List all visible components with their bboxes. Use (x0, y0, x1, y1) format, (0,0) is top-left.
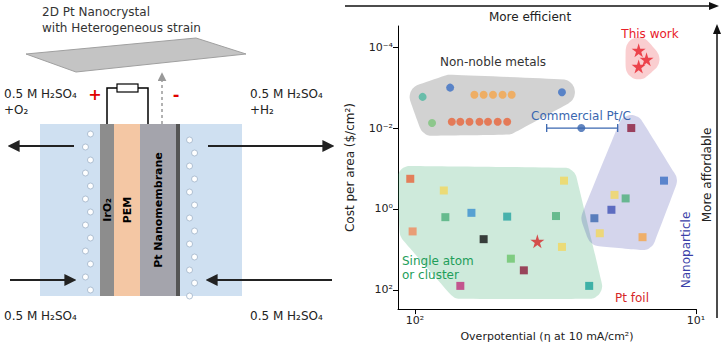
svg-text:PEM: PEM (121, 197, 134, 224)
svg-text:Pt Nanomembrane: Pt Nanomembrane (152, 152, 165, 268)
svg-text:0.5 M H₂SO₄: 0.5 M H₂SO₄ (250, 87, 323, 101)
svg-text:Single atom: Single atom (402, 254, 478, 268)
svg-text:Cost per area ($/cm²): Cost per area ($/cm²) (343, 103, 357, 232)
svg-text:Overpotential (η at 10 mA/cm²): Overpotential (η at 10 mA/cm²) (460, 330, 633, 343)
svg-text:0.5 M H₂SO₄: 0.5 M H₂SO₄ (4, 87, 77, 101)
svg-text:2D Pt Nanocrystal: 2D Pt Nanocrystal (42, 5, 150, 19)
svg-text:with Heterogeneous strain: with Heterogeneous strain (42, 21, 201, 35)
svg-text:10¹: 10¹ (687, 314, 705, 327)
svg-text:0.5 M H₂SO₄: 0.5 M H₂SO₄ (250, 309, 323, 323)
svg-text:More affordable: More affordable (700, 128, 714, 223)
svg-text:IrO₂: IrO₂ (101, 198, 114, 222)
svg-text:More efficient: More efficient (489, 10, 571, 24)
svg-text:10⁰: 10⁰ (375, 202, 394, 215)
svg-text:Pt foil: Pt foil (615, 291, 649, 305)
svg-text:+O₂: +O₂ (4, 103, 29, 117)
svg-text:10⁻²: 10⁻² (369, 122, 393, 135)
svg-text:10⁻⁴: 10⁻⁴ (369, 41, 394, 54)
svg-text:Nanoparticle: Nanoparticle (679, 212, 693, 289)
svg-text:0.5 M H₂SO₄: 0.5 M H₂SO₄ (4, 309, 77, 323)
svg-text:or cluster: or cluster (402, 268, 459, 282)
svg-text:+H₂: +H₂ (250, 103, 274, 117)
svg-text:This work: This work (620, 27, 678, 41)
svg-text:10²: 10² (375, 283, 393, 296)
svg-text:Commercial Pt/C: Commercial Pt/C (531, 109, 631, 123)
svg-text:-: - (173, 85, 180, 104)
svg-text:+: + (88, 85, 101, 104)
svg-text:10²: 10² (406, 314, 424, 327)
svg-text:Non-noble metals: Non-noble metals (440, 55, 546, 69)
